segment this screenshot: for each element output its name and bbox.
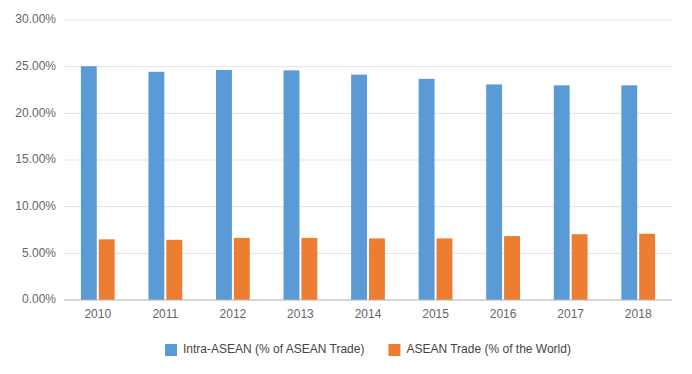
bar [437,238,453,300]
bar [166,240,182,300]
legend-label: Intra-ASEAN (% of ASEAN Trade) [183,342,364,356]
x-tick-label: 2012 [220,307,247,321]
bar [216,70,232,300]
x-tick-label: 2015 [422,307,449,321]
bar [234,238,250,300]
legend-item: ASEAN Trade (% of the World) [388,342,571,356]
y-tick-label: 20.00% [15,106,56,120]
bar [148,72,164,300]
y-tick-label: 25.00% [15,59,56,73]
legend-label: ASEAN Trade (% of the World) [406,342,571,356]
chart-container: 0.00% 5.00% 10.00% 15.00% 20.00% 25.00% 30.00%… [0,0,692,374]
x-tick-label: 2016 [490,307,517,321]
x-tick-label: 2014 [355,307,382,321]
bar [301,238,317,300]
bar [621,85,637,300]
y-tick-label: 30.00% [15,12,56,26]
legend-swatch [388,344,400,356]
bar [351,75,367,300]
legend: Intra-ASEAN (% of ASEAN Trade) ASEAN Trad… [165,342,571,356]
bar [369,238,385,300]
bar [99,239,115,300]
grid-line [64,66,672,67]
grid-line [64,20,672,21]
grid-line [64,300,672,301]
bar [81,66,97,300]
bar [284,70,300,300]
bars [81,66,655,300]
x-axis-line [64,300,672,301]
x-tick-label: 2017 [557,307,584,321]
bar [504,236,520,300]
legend-item: Intra-ASEAN (% of ASEAN Trade) [165,342,364,356]
y-tick-label: 15.00% [15,152,56,166]
bar [486,84,502,300]
chart: 0.00% 5.00% 10.00% 15.00% 20.00% 25.00% 30.00%… [0,0,692,374]
y-tick-label: 5.00% [22,246,56,260]
y-tick-label: 0.00% [22,292,56,306]
bar [639,234,655,300]
y-tick-label: 10.00% [15,199,56,213]
x-tick-label: 2013 [287,307,314,321]
x-axis: 2010 2011 2012 2013 2014 2015 2016 2017 2018 [64,300,672,321]
bar [419,79,435,300]
x-tick-label: 2011 [152,307,178,321]
bar [572,234,588,300]
bar [554,85,570,300]
legend-swatch [165,344,177,356]
x-tick-label: 2010 [84,307,111,321]
y-axis: 0.00% 5.00% 10.00% 15.00% 20.00% 25.00% 30.00% [15,12,672,306]
x-tick-label: 2018 [625,307,652,321]
